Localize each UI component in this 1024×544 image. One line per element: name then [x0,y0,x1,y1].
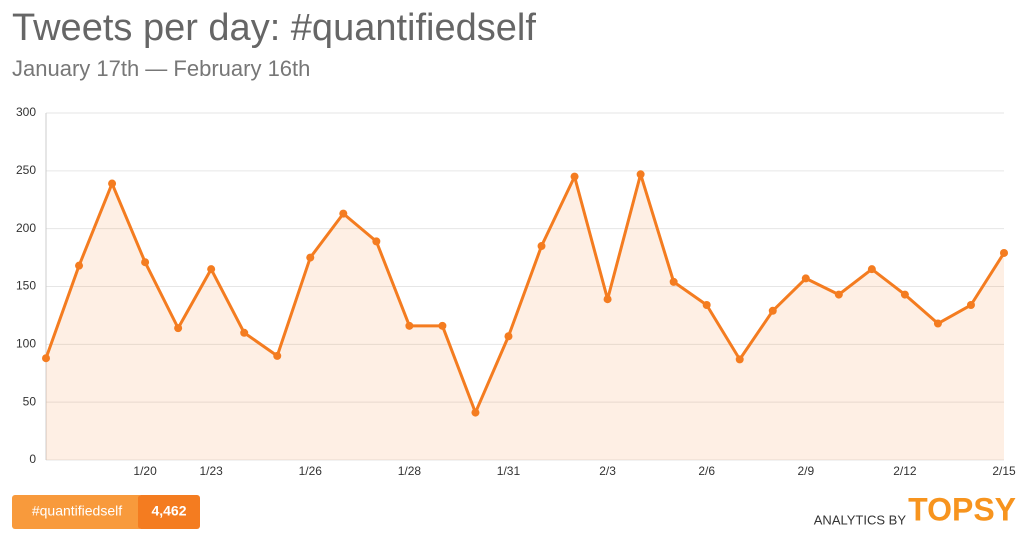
point [768,306,777,315]
x-tick-label: 2/9 [797,464,814,478]
point [504,332,513,341]
point [669,277,678,286]
point [966,301,975,310]
point [141,258,150,267]
chart-title: Tweets per day: #quantifiedself [12,7,536,49]
point [537,242,546,251]
x-tick-label: 2/6 [698,464,715,478]
line [44,172,1006,415]
x-tick-label: 1/28 [398,464,422,478]
y-tick-label: 300 [16,105,36,119]
point [900,290,909,299]
point [339,209,348,218]
x-tick-label: 2/15 [992,464,1016,478]
legend-total: 4,462 [151,503,186,519]
y-tick-label: 50 [23,394,37,408]
point [735,355,744,364]
point [306,253,315,262]
y-tick-label: 150 [16,279,36,293]
chart-subtitle: January 17th — February 16th [12,56,310,81]
point [603,295,612,304]
point [405,321,414,330]
legend-total-box [138,495,200,529]
point [108,179,117,188]
area [46,174,1004,460]
branding-name: TOPSY [908,491,1016,527]
point [273,351,282,360]
point [372,237,381,246]
x-tick-label: 1/31 [497,464,521,478]
point [207,265,216,274]
legend-label: #quantifiedself [32,503,122,519]
x-tick-label: 1/26 [299,464,323,478]
y-tick-label: 200 [16,221,36,235]
y-tick-label: 250 [16,163,36,177]
x-tick-label: 1/20 [133,464,157,478]
point [933,319,942,328]
branding-prefix: ANALYTICS BY [814,512,907,527]
point [1000,248,1008,257]
point [570,172,579,181]
point [801,274,810,283]
point [174,324,183,333]
point [75,261,84,270]
point [834,290,843,299]
legend-box [12,495,142,529]
x-tick-label: 2/12 [893,464,917,478]
y-tick-label: 100 [16,337,36,351]
y-tick-label: 0 [29,452,36,466]
point [471,408,480,417]
x-tick-label: 2/3 [599,464,616,478]
point [636,170,645,179]
point [702,301,711,310]
point [438,321,447,330]
x-tick-label: 1/23 [199,464,223,478]
point [42,354,50,363]
point [240,328,249,337]
point [867,265,876,274]
